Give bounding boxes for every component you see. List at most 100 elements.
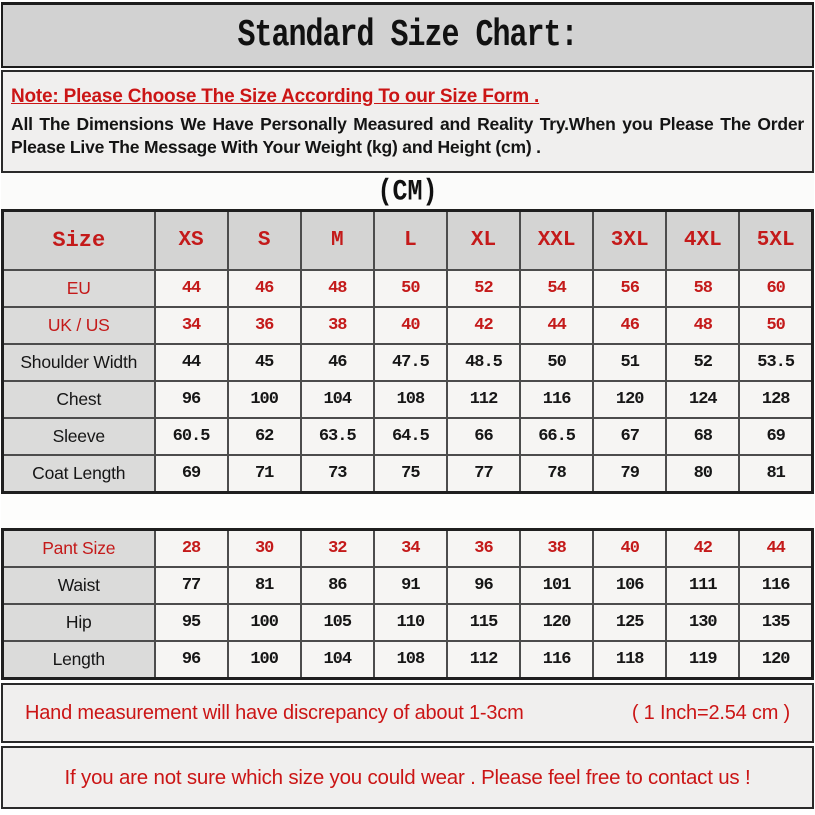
- size-cell: 130: [665, 603, 741, 642]
- size-cell: 48.5: [445, 343, 522, 382]
- table-row: Sleeve 60.5 62 63.5 64.5 66 66.5 67 68 69: [1, 417, 814, 456]
- size-cell: 108: [372, 640, 448, 680]
- jacket-size-table: Size XS S M L XL XXL 3XL 4XL 5XL EU 44 46 48 50 52 54 56 5…: [1, 209, 814, 494]
- size-cell: 96: [153, 640, 229, 680]
- size-cell: 44: [738, 528, 814, 568]
- size-cell: 46: [592, 306, 668, 345]
- size-cell: 68: [665, 417, 741, 456]
- size-cell: 100: [226, 603, 302, 642]
- size-cell: 116: [519, 380, 595, 419]
- size-cell: 79: [592, 454, 668, 494]
- size-cell: 34: [153, 306, 229, 345]
- title-band: Standard Size Chart:: [1, 2, 814, 68]
- size-cell: 86: [299, 566, 375, 605]
- size-cell: 48: [665, 306, 741, 345]
- size-cell: 64.5: [372, 417, 448, 456]
- size-cell: 118: [592, 640, 668, 680]
- size-header-cell: 3XL: [592, 209, 668, 271]
- size-header-cell: L: [372, 209, 448, 271]
- size-cell: 50: [372, 269, 448, 308]
- size-cell: 54: [519, 269, 595, 308]
- page-title: Standard Size Chart:: [237, 13, 578, 58]
- size-cell: 96: [445, 566, 522, 605]
- note-body-line-1: All The Dimensions We Have Personally Me…: [11, 114, 804, 134]
- size-cell: 62: [226, 417, 302, 456]
- size-cell: 30: [226, 528, 302, 568]
- size-cell: 116: [519, 640, 595, 680]
- table-row: Coat Length 69 71 73 75 77 78 79 80 81: [1, 454, 814, 494]
- size-cell: 53.5: [738, 343, 814, 382]
- size-cell: 48: [299, 269, 375, 308]
- size-header-cell: M: [299, 209, 375, 271]
- note-headline: Note: Please Choose The Size According T…: [11, 86, 540, 107]
- size-cell: 112: [445, 640, 522, 680]
- unit-label: (CM): [377, 173, 438, 209]
- size-cell: 34: [372, 528, 448, 568]
- size-cell: 40: [592, 528, 668, 568]
- table-row: Pant Size 28 30 32 34 36 38 40 42 44: [1, 528, 814, 568]
- size-cell: 42: [665, 528, 741, 568]
- table-section-gap: [1, 494, 814, 528]
- row-label: UK / US: [1, 306, 156, 345]
- size-cell: 135: [738, 603, 814, 642]
- size-cell: 44: [153, 343, 229, 382]
- size-cell: 96: [153, 380, 229, 419]
- row-label: Sleeve: [1, 417, 156, 456]
- pant-size-table: Pant Size 28 30 32 34 36 38 40 42 44 Waist 77 81 86 91…: [1, 528, 814, 680]
- size-cell: 91: [372, 566, 448, 605]
- table-row: Waist 77 81 86 91 96 101 106 111 116: [1, 566, 814, 605]
- row-label: Length: [1, 640, 156, 680]
- size-cell: 100: [226, 640, 302, 680]
- size-cell: 77: [153, 566, 229, 605]
- size-cell: 128: [738, 380, 814, 419]
- size-cell: 81: [738, 454, 814, 494]
- size-cell: 56: [592, 269, 668, 308]
- size-cell: 125: [592, 603, 668, 642]
- size-cell: 112: [445, 380, 522, 419]
- size-cell: 50: [519, 343, 595, 382]
- row-label: Chest: [1, 380, 156, 419]
- table-row: EU 44 46 48 50 52 54 56 58 60: [1, 269, 814, 308]
- size-cell: 67: [592, 417, 668, 456]
- size-cell: 66.5: [519, 417, 595, 456]
- size-cell: 69: [738, 417, 814, 456]
- size-header-cell: S: [226, 209, 302, 271]
- size-cell: 104: [299, 380, 375, 419]
- size-cell: 32: [299, 528, 375, 568]
- size-cell: 36: [445, 528, 522, 568]
- size-cell: 100: [226, 380, 302, 419]
- size-cell: 50: [738, 306, 814, 345]
- size-cell: 110: [372, 603, 448, 642]
- size-cell: 46: [226, 269, 302, 308]
- size-cell: 40: [372, 306, 448, 345]
- size-cell: 38: [519, 528, 595, 568]
- size-header-label: Size: [1, 209, 156, 271]
- size-cell: 66: [445, 417, 522, 456]
- size-cell: 81: [226, 566, 302, 605]
- size-cell: 28: [153, 528, 229, 568]
- size-cell: 108: [372, 380, 448, 419]
- size-cell: 51: [592, 343, 668, 382]
- size-cell: 101: [519, 566, 595, 605]
- size-cell: 45: [226, 343, 302, 382]
- table-row: Length 96 100 104 108 112 116 118 119 120: [1, 640, 814, 680]
- size-cell: 115: [445, 603, 522, 642]
- size-cell: 77: [445, 454, 522, 494]
- unit-band: (CM): [1, 173, 814, 209]
- size-header-row: Size XS S M L XL XXL 3XL 4XL 5XL: [1, 209, 814, 271]
- size-cell: 104: [299, 640, 375, 680]
- size-cell: 52: [445, 269, 522, 308]
- row-label: EU: [1, 269, 156, 308]
- size-cell: 71: [226, 454, 302, 494]
- size-cell: 111: [665, 566, 741, 605]
- size-cell: 106: [592, 566, 668, 605]
- size-cell: 73: [299, 454, 375, 494]
- row-label: Shoulder Width: [1, 343, 156, 382]
- size-cell: 105: [299, 603, 375, 642]
- size-cell: 38: [299, 306, 375, 345]
- size-header-cell: 5XL: [738, 209, 814, 271]
- table-row: Shoulder Width 44 45 46 47.5 48.5 50 51 52 53.5: [1, 343, 814, 382]
- note-body-line-2: Please Live The Message With Your Weight…: [11, 137, 541, 157]
- table-row: Hip 95 100 105 110 115 120 125 130 135: [1, 603, 814, 642]
